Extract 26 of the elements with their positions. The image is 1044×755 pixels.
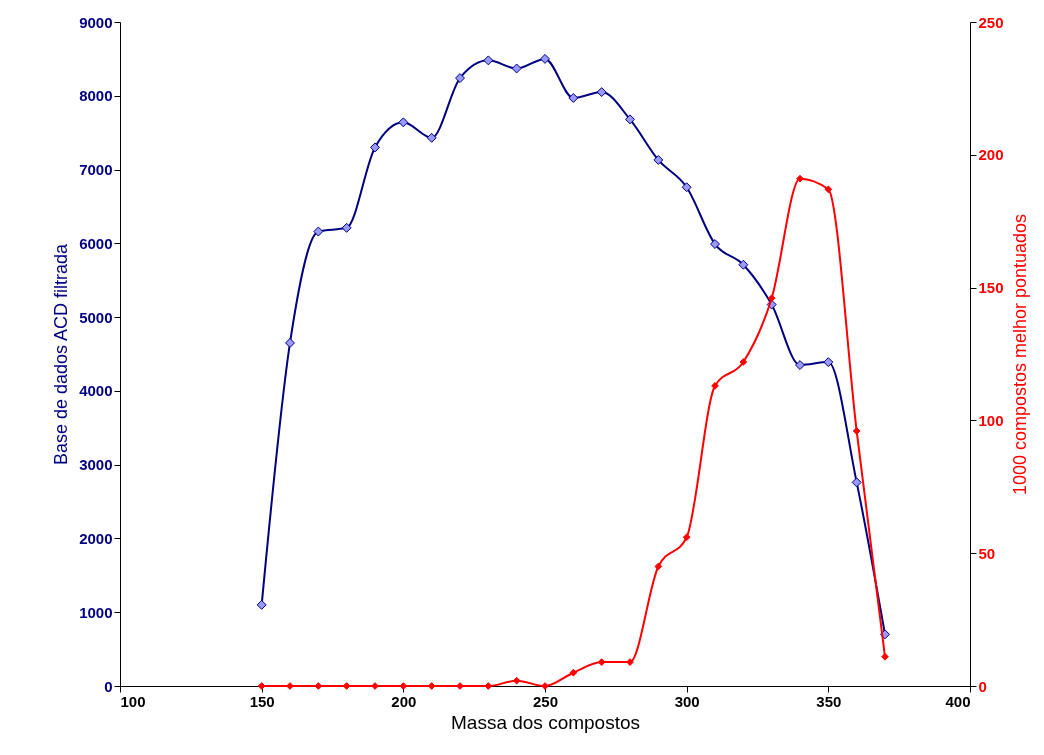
y2-tick-label: 100: [978, 411, 1004, 429]
y2-tick-label: 200: [978, 146, 1004, 164]
x-tick-label: 200: [391, 692, 417, 710]
y-tick-label: 4000: [79, 382, 113, 400]
y-axis-title: Base de dados ACD filtrada: [51, 242, 72, 466]
y-tick-label: 0: [104, 677, 113, 695]
x-tick-label: 100: [120, 692, 146, 710]
y2-tick-label: 150: [978, 279, 1004, 297]
x-tick-label: 250: [532, 692, 559, 710]
y2-tick-label: 250: [978, 13, 1004, 31]
x-tick-label: 300: [674, 692, 700, 710]
x-tick-label: 400: [945, 692, 971, 710]
y-tick-label: 3000: [79, 456, 113, 474]
y2-tick-label: 0: [978, 677, 987, 695]
y-tick-label: 8000: [79, 87, 113, 105]
y-tick-label: 5000: [79, 308, 113, 326]
y-tick-label: 9000: [79, 13, 113, 31]
y-tick-label: 6000: [79, 234, 113, 252]
y2-axis-title: 1000 compostos melhor pontuados: [1009, 213, 1030, 496]
x-axis-title: Massa dos compostos: [450, 711, 641, 733]
y-tick-label: 2000: [79, 529, 113, 547]
y2-tick-label: 50: [978, 544, 996, 562]
y-tick-label: 7000: [79, 161, 113, 179]
y-tick-label: 1000: [79, 603, 113, 621]
x-tick-label: 350: [816, 692, 842, 710]
x-tick-label: 150: [249, 692, 275, 710]
